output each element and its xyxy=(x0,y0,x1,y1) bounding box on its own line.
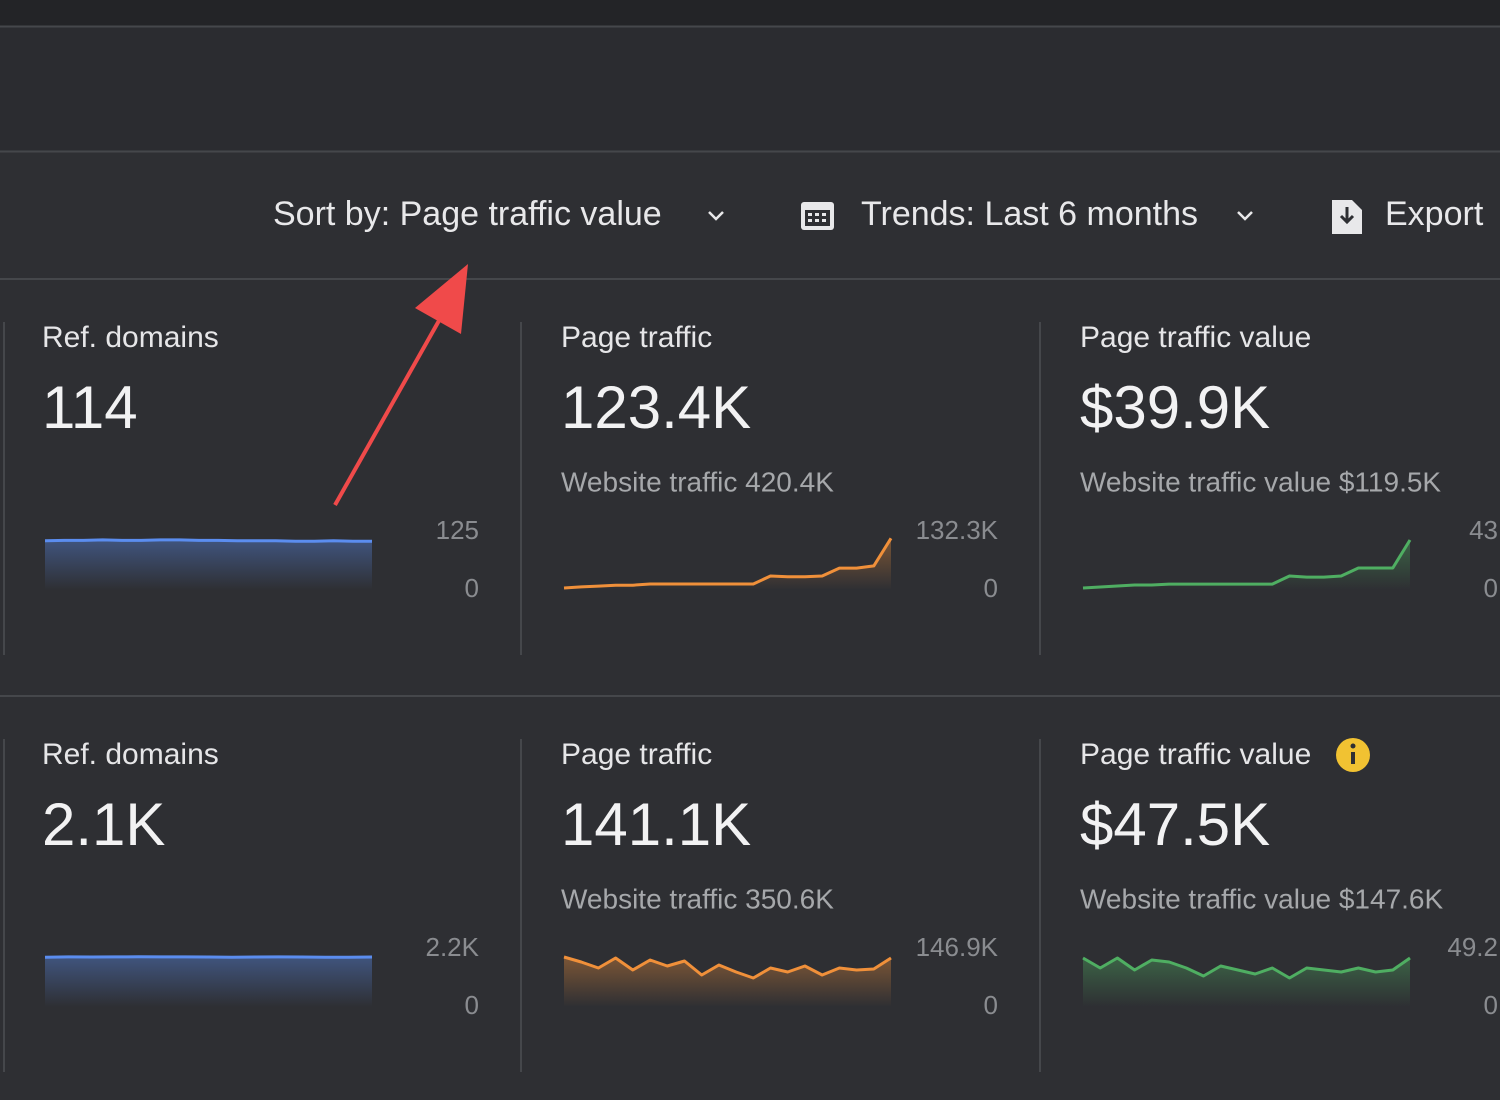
y-tick-label: 146.9K xyxy=(916,932,999,962)
sparkline xyxy=(563,537,893,590)
sparkline-area xyxy=(564,957,891,1007)
sparkline-area xyxy=(45,956,372,1007)
card-subtitle: Website traffic 350.6K xyxy=(561,883,834,914)
chevron xyxy=(1237,211,1253,221)
y-tick-label: 0 xyxy=(465,990,479,1020)
sparkline-area xyxy=(564,538,891,590)
card-value: 123.4K xyxy=(561,374,751,441)
card-value: $39.9K xyxy=(1080,374,1270,441)
sparkline-area xyxy=(1083,958,1410,1007)
card-value: 114 xyxy=(42,374,138,441)
card-subtitle: Website traffic 420.4K xyxy=(561,466,834,497)
card-value: 2.1K xyxy=(42,791,165,858)
y-tick-label: 132.3K xyxy=(916,515,999,545)
y-tick-label: 2.2K xyxy=(426,932,480,962)
export-button[interactable]: Export xyxy=(1385,195,1484,233)
calendar-icon xyxy=(801,202,834,230)
y-tick-label: 0 xyxy=(984,573,998,603)
card-title: Page traffic xyxy=(561,321,712,354)
card-subtitle: Website traffic value $147.6K xyxy=(1080,883,1444,914)
y-tick-label: 0 xyxy=(984,990,998,1020)
sort-dropdown[interactable]: Sort by: Page traffic value xyxy=(273,195,662,233)
card-title: Page traffic value xyxy=(1080,738,1311,771)
export-icon xyxy=(1332,200,1362,234)
sparkline xyxy=(1082,956,1411,980)
y-tick-label: 0 xyxy=(1484,573,1498,603)
sparkline xyxy=(563,955,892,980)
card-title: Ref. domains xyxy=(42,321,219,354)
card-title: Ref. domains xyxy=(42,738,219,771)
sparkline xyxy=(44,538,372,543)
trends-dropdown[interactable]: Trends: Last 6 months xyxy=(861,195,1198,233)
sparkline-area xyxy=(1083,540,1410,590)
y-tick-label: 0 xyxy=(1484,990,1498,1020)
card-value: $47.5K xyxy=(1080,791,1270,858)
chevron xyxy=(708,211,724,221)
y-tick-label: 125 xyxy=(436,515,479,545)
header-band xyxy=(0,27,1500,151)
annotation-arrow xyxy=(333,264,468,506)
column-dividers xyxy=(3,322,1041,1072)
card-value: 141.1K xyxy=(561,791,751,858)
card-title: Page traffic xyxy=(561,738,712,771)
y-tick-label: 49.2 xyxy=(1447,932,1498,962)
y-tick-label: 0 xyxy=(465,573,479,603)
top-bar xyxy=(0,0,1500,26)
info-icon xyxy=(1336,738,1370,772)
card-subtitle: Website traffic value $119.5K xyxy=(1080,466,1441,497)
y-tick-label: 43 xyxy=(1469,515,1498,545)
sparkline-area xyxy=(45,539,372,590)
card-title: Page traffic value xyxy=(1080,321,1311,354)
cards: Ref. domains 114 0 125 Page traffic 123.4K Web… xyxy=(42,321,1498,1020)
sparkline xyxy=(1082,539,1412,590)
